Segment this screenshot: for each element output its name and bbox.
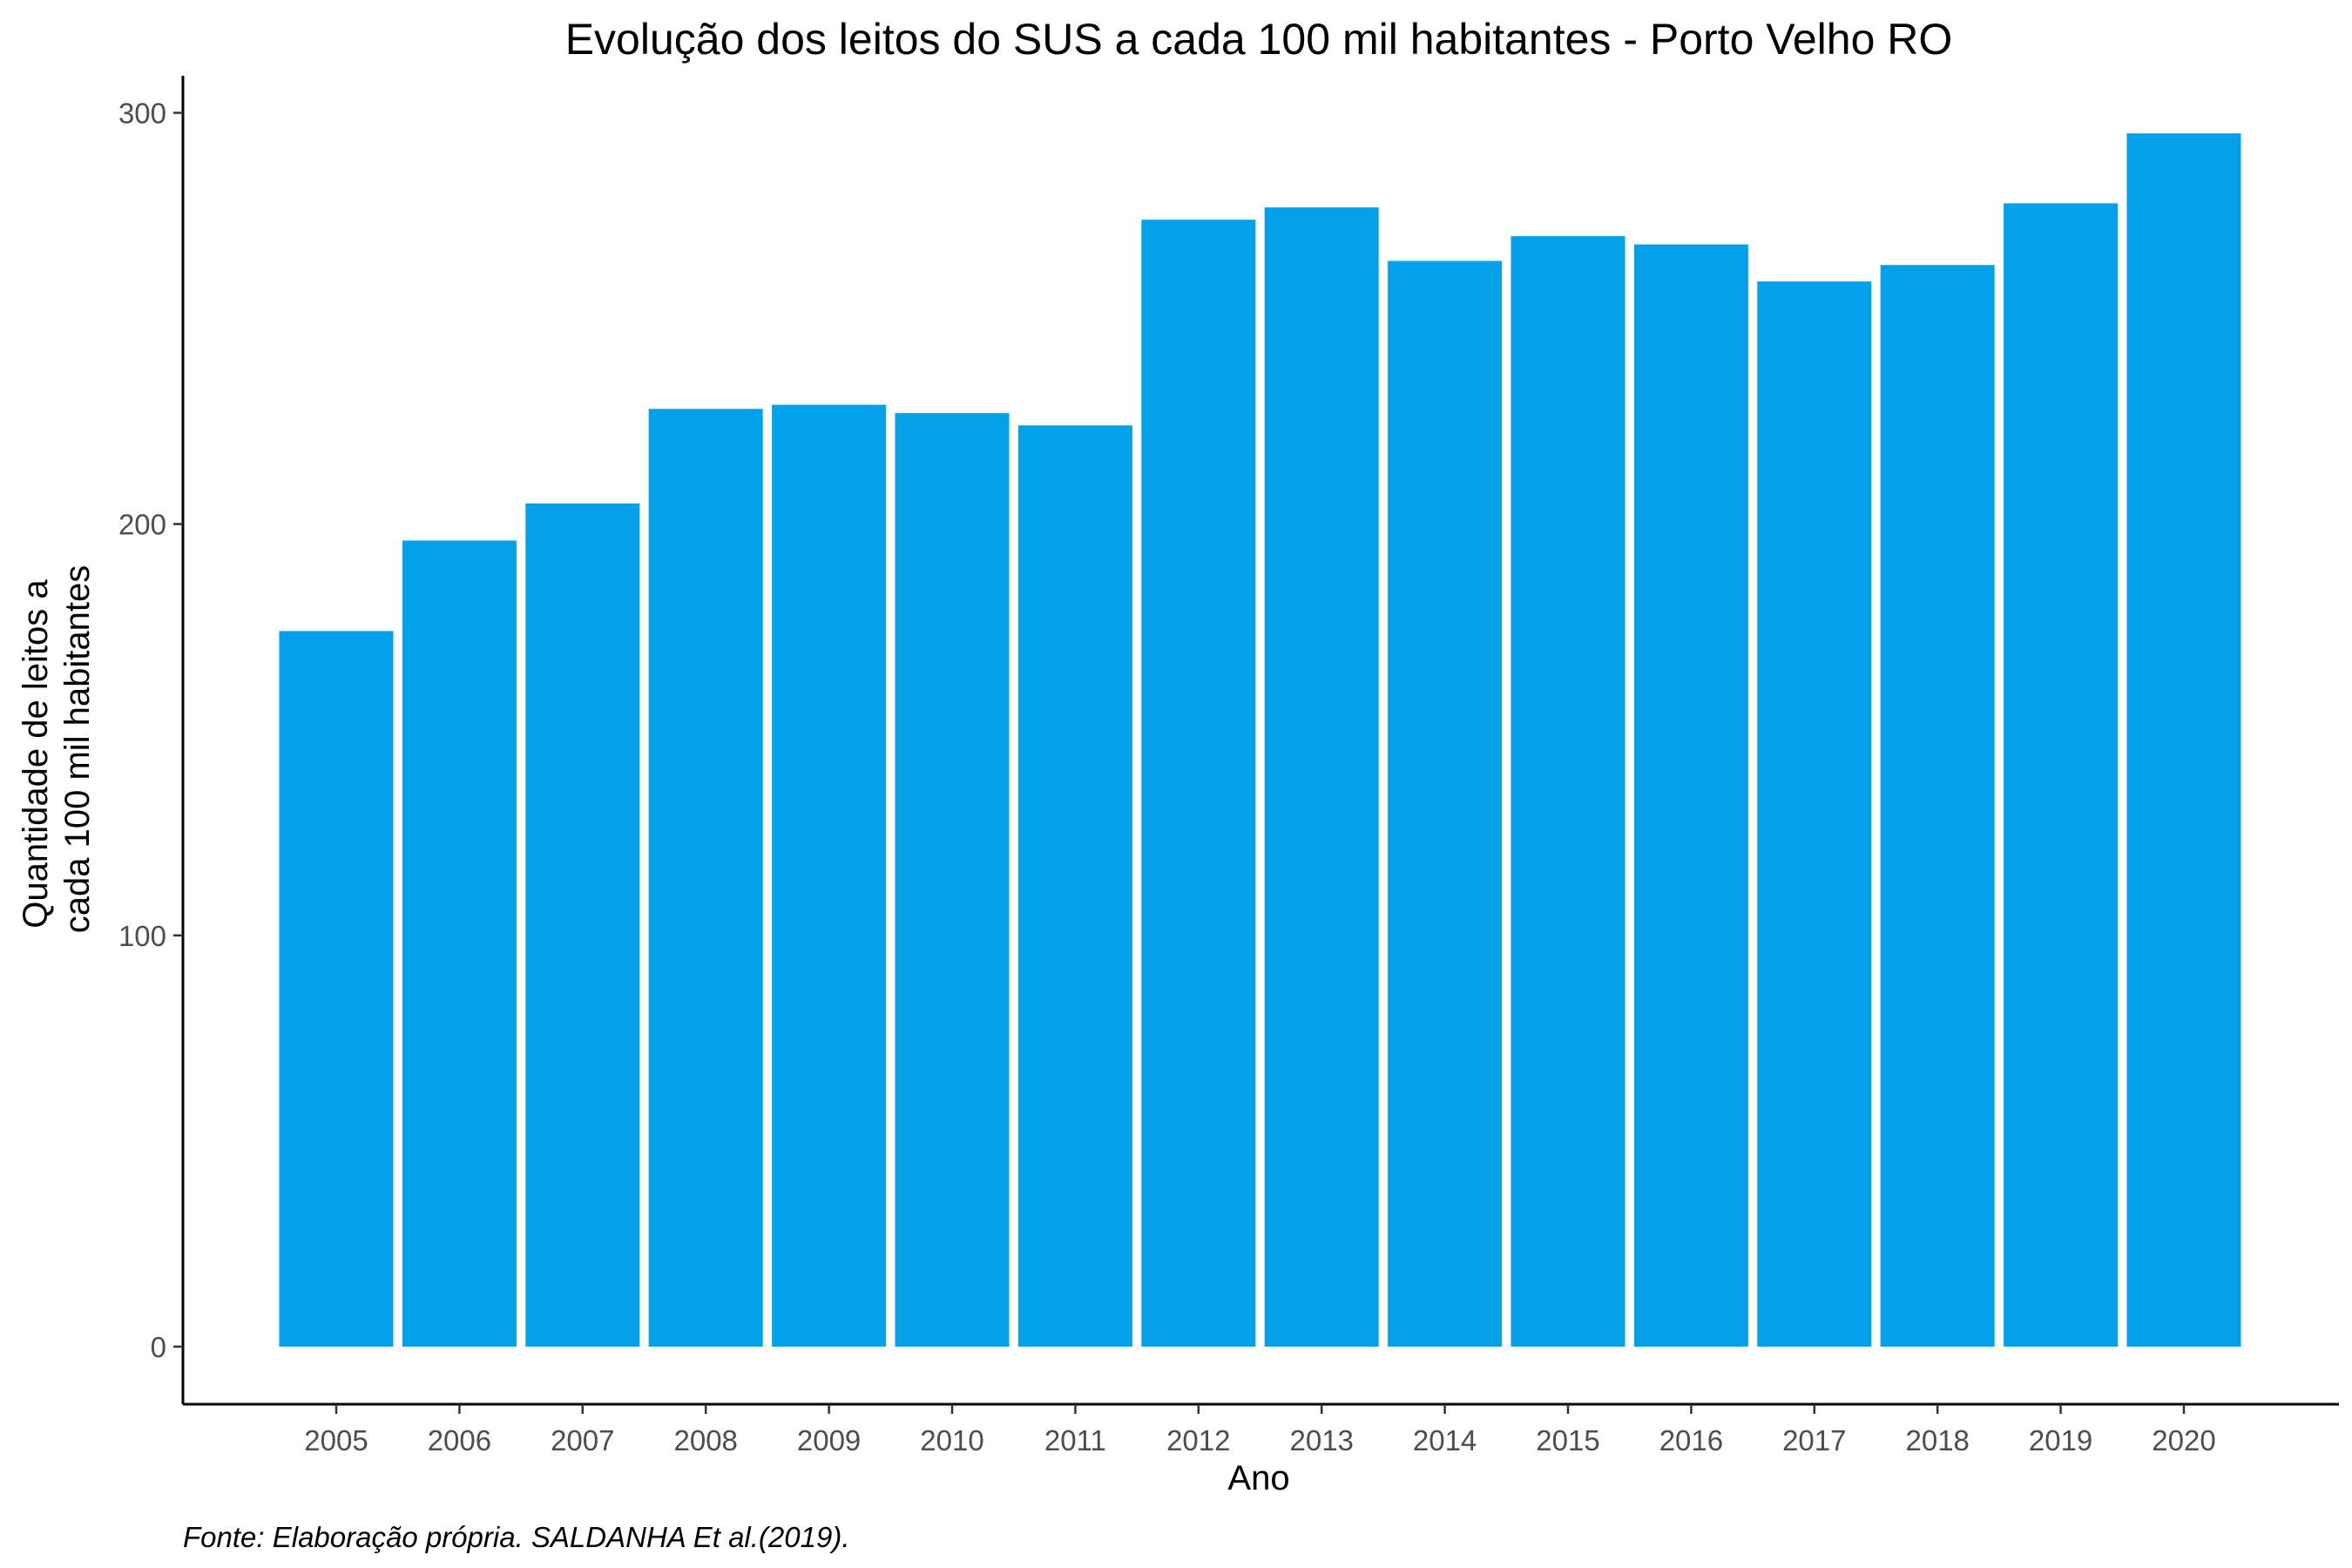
y-axis-title: Quantidade de leitos a cada 100 mil habi…	[17, 565, 97, 934]
chart-title: Evolução dos leitos do SUS a cada 100 mi…	[565, 15, 1953, 64]
x-tick-label-2009: 2009	[797, 1424, 861, 1456]
bar-2006	[402, 540, 517, 1347]
bar-2014	[1388, 260, 1503, 1347]
x-tick-label-2010: 2010	[920, 1424, 983, 1456]
bar-2010	[895, 413, 1010, 1347]
y-tick-label-0: 0	[151, 1331, 166, 1363]
bar-2019	[2004, 203, 2119, 1347]
x-tick-label-2006: 2006	[428, 1424, 491, 1456]
bar-2005	[279, 631, 394, 1347]
bar-2020	[2126, 133, 2241, 1347]
y-axis-title-line-2: cada 100 mil habitantes	[58, 565, 97, 934]
bar-2017	[1757, 281, 1872, 1347]
y-tick-label-300: 300	[118, 98, 166, 130]
x-tick-label-2019: 2019	[2029, 1424, 2092, 1456]
x-ticks-layer: 2005 2006 2007 2008 2009 2010 2011 2012 2013 2014…	[304, 1404, 2216, 1456]
bar-2018	[1880, 265, 1995, 1347]
y-tick-label-100: 100	[118, 920, 166, 952]
x-tick-label-2013: 2013	[1289, 1424, 1353, 1456]
bar-2008	[648, 409, 763, 1347]
bar-2009	[772, 404, 887, 1347]
x-tick-label-2014: 2014	[1413, 1424, 1477, 1456]
x-tick-label-2008: 2008	[673, 1424, 737, 1456]
y-tick-label-200: 200	[118, 509, 166, 541]
x-tick-label-2020: 2020	[2152, 1424, 2215, 1456]
bar-2011	[1017, 425, 1132, 1347]
x-tick-label-2005: 2005	[304, 1424, 368, 1456]
y-ticks-layer: 0 100 200 300	[118, 98, 183, 1363]
x-tick-label-2011: 2011	[1044, 1424, 1106, 1456]
x-tick-label-2016: 2016	[1659, 1424, 1723, 1456]
y-axis-title-line-1: Quantidade de leitos a	[17, 579, 55, 929]
x-tick-label-2018: 2018	[1905, 1424, 1969, 1456]
x-tick-label-2007: 2007	[551, 1424, 614, 1456]
bar-2007	[525, 504, 640, 1347]
bars-layer	[279, 133, 2241, 1347]
bar-2015	[1511, 236, 1625, 1347]
x-axis-title: Ano	[1227, 1459, 1289, 1497]
bar-2013	[1264, 207, 1379, 1347]
x-tick-label-2017: 2017	[1782, 1424, 1846, 1456]
x-tick-label-2015: 2015	[1536, 1424, 1599, 1456]
x-tick-label-2012: 2012	[1166, 1424, 1230, 1456]
bar-2012	[1141, 220, 1256, 1347]
bar-2016	[1633, 244, 1748, 1347]
source-caption: Fonte: Elaboração própria. SALDANHA Et a…	[183, 1521, 850, 1553]
